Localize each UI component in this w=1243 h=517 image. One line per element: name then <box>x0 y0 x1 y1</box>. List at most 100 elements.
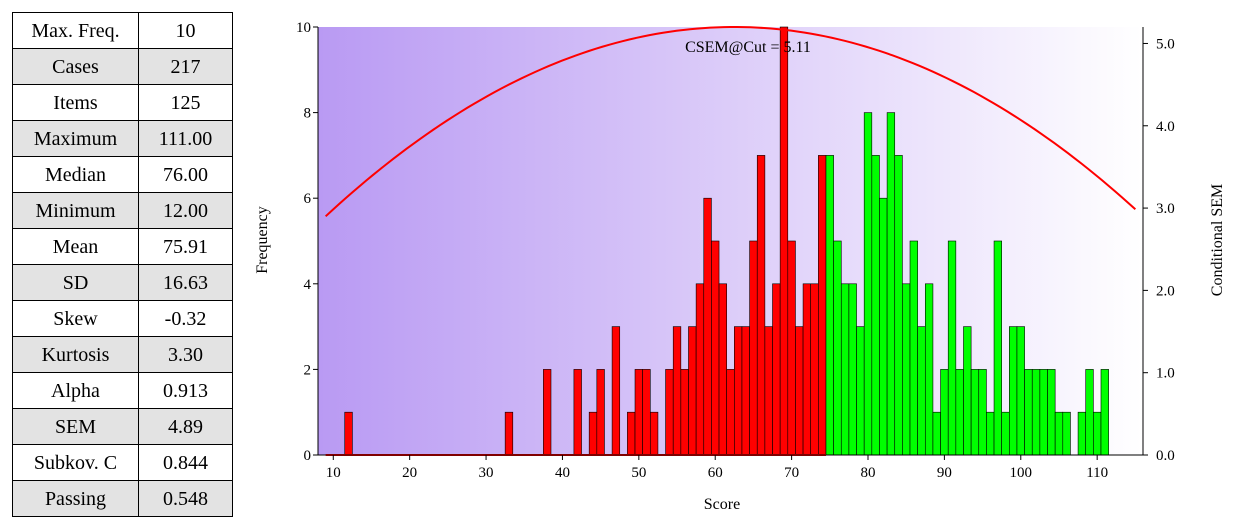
histogram-bar <box>795 326 804 456</box>
stats-row: Maximum 111.00 <box>12 120 233 157</box>
stats-row: Kurtosis 3.30 <box>12 336 233 373</box>
histogram-bar <box>917 326 926 456</box>
stat-label: SD <box>12 264 139 301</box>
stat-value: 4.89 <box>138 408 233 445</box>
stats-row: Subkov. C 0.844 <box>12 444 233 481</box>
histogram-bar <box>947 240 957 456</box>
stats-row: Minimum 12.00 <box>12 192 233 229</box>
histogram-bar <box>871 155 880 456</box>
histogram-bar <box>825 155 834 456</box>
histogram-bar <box>772 283 781 456</box>
y2-axis-label: Conditional SEM <box>1209 184 1226 296</box>
histogram-bar <box>611 326 621 456</box>
y2-tick-label: 5.0 <box>1156 36 1175 52</box>
y-tick-label: 4 <box>304 277 312 293</box>
histogram-bar <box>932 411 941 456</box>
histogram-bar <box>833 240 842 456</box>
histogram-bar <box>718 283 727 456</box>
stats-row: Cases 217 <box>12 48 233 85</box>
histogram-bar <box>993 240 1002 456</box>
stat-label: Items <box>12 84 139 121</box>
histogram-bar <box>779 26 789 456</box>
y-tick-label: 10 <box>296 20 311 36</box>
stat-value: 12.00 <box>138 192 233 229</box>
y2-tick-label: 1.0 <box>1156 366 1175 382</box>
histogram-bar <box>840 283 850 456</box>
histogram-bar <box>642 369 651 456</box>
histogram-bar <box>634 369 643 456</box>
histogram-bar <box>1062 411 1071 456</box>
y-tick-label: 0 <box>304 448 312 464</box>
histogram-bar <box>1039 369 1048 456</box>
stat-value: 0.548 <box>138 480 233 517</box>
histogram-bar <box>726 369 735 456</box>
stat-label: SEM <box>12 408 139 445</box>
stat-value: 125 <box>138 84 233 121</box>
y-tick-label: 8 <box>304 106 312 122</box>
y2-tick-label: 2.0 <box>1156 283 1175 299</box>
histogram-bar <box>672 326 682 456</box>
stat-value: 16.63 <box>138 264 233 301</box>
histogram-bar <box>543 369 552 456</box>
histogram-bar <box>627 411 636 456</box>
histogram-bar <box>856 326 865 456</box>
histogram-bar <box>1093 411 1102 456</box>
histogram-bar <box>1077 411 1087 456</box>
stats-row: Skew -0.32 <box>12 300 233 337</box>
histogram-bar <box>986 411 995 456</box>
y-tick-label: 2 <box>304 362 312 378</box>
histogram-bar <box>787 240 796 456</box>
statistics-table: Max. Freq. 10 Cases 217 Items 125 Maximum 111.0… <box>12 12 233 517</box>
stat-label: Alpha <box>12 372 139 409</box>
histogram-bar <box>848 283 857 456</box>
histogram-bar <box>1009 326 1018 456</box>
histogram-bar <box>978 369 987 456</box>
csem-annotation: CSEM@Cut = 5.11 <box>685 39 811 56</box>
histogram-bar <box>711 240 720 456</box>
histogram-bar <box>695 283 705 456</box>
histogram-bar <box>344 411 353 456</box>
histogram-bar <box>1100 369 1109 456</box>
stats-row: Median 76.00 <box>12 156 233 193</box>
stat-label: Max. Freq. <box>12 12 139 49</box>
histogram-bar <box>955 369 964 456</box>
stats-row: Passing 0.548 <box>12 480 233 517</box>
histogram-bar <box>886 112 896 456</box>
histogram-bar <box>940 369 949 456</box>
histogram-bar <box>1054 411 1064 456</box>
histogram-bar <box>879 197 888 456</box>
histogram-bar <box>818 155 827 456</box>
histogram-bar <box>734 326 743 456</box>
stat-label: Subkov. C <box>12 444 139 481</box>
x-tick-label: 100 <box>1010 465 1033 481</box>
stat-value: 0.913 <box>138 372 233 409</box>
histogram-bar <box>863 112 873 456</box>
histogram-bar <box>802 283 812 456</box>
stats-row: Max. Freq. 10 <box>12 12 233 49</box>
histogram-bar <box>756 155 766 456</box>
stat-value: 217 <box>138 48 233 85</box>
histogram-bar <box>1085 369 1094 456</box>
histogram-bar <box>970 369 980 456</box>
histogram-bar <box>1001 411 1010 456</box>
stats-row: Mean 75.91 <box>12 228 233 265</box>
histogram-bar <box>764 326 773 456</box>
histogram-bar <box>596 369 605 456</box>
stat-label: Mean <box>12 228 139 265</box>
x-tick-label: 50 <box>631 465 646 481</box>
x-tick-label: 30 <box>479 465 494 481</box>
x-axis-label: Score <box>704 496 740 513</box>
x-tick-label: 110 <box>1086 465 1108 481</box>
stat-label: Skew <box>12 300 139 337</box>
x-tick-label: 20 <box>402 465 417 481</box>
stats-row: Items 125 <box>12 84 233 121</box>
stat-label: Minimum <box>12 192 139 229</box>
x-tick-label: 40 <box>555 465 570 481</box>
y-tick-label: 6 <box>304 191 312 207</box>
stats-row: SD 16.63 <box>12 264 233 301</box>
y-axis-label: Frequency <box>254 206 271 274</box>
histogram-bar <box>749 240 758 456</box>
stat-value: 3.30 <box>138 336 233 373</box>
stat-label: Kurtosis <box>12 336 139 373</box>
stat-value: 10 <box>138 12 233 49</box>
